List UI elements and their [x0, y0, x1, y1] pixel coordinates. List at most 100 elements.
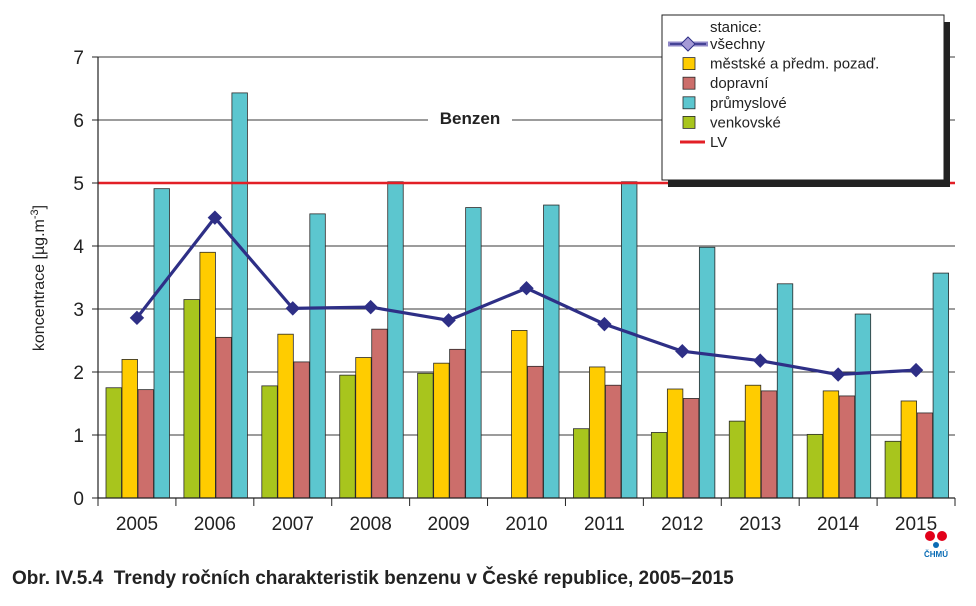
bar-pr-myslov-	[231, 92, 248, 499]
line-point	[207, 210, 223, 225]
line-point	[830, 367, 846, 382]
bar-venkovsk-	[105, 387, 122, 499]
bar-pr-myslov-	[932, 272, 949, 499]
axes	[92, 56, 956, 506]
bars	[105, 92, 949, 499]
bar-dopravn-	[137, 389, 154, 499]
y-tick-label: 0	[73, 489, 84, 510]
bar-venkovsk-	[884, 440, 901, 499]
bar-venkovsk-	[573, 428, 590, 499]
bar-dopravn-	[293, 361, 310, 499]
bar-venkovsk-	[806, 433, 824, 499]
legend-swatch	[682, 57, 696, 70]
bar-dopravn-	[449, 348, 466, 499]
bar-venkovsk-	[650, 432, 668, 499]
bar-dopravn-	[838, 395, 856, 499]
legend-label: venkovské	[710, 114, 781, 131]
line-point	[363, 299, 378, 315]
y-tick-label: 6	[73, 111, 84, 132]
bar-m-stsk-a-p-edm-poza-	[199, 251, 216, 499]
x-tick-label: 2010	[505, 514, 547, 535]
bar-m-stsk-a-p-edm-poza-	[900, 400, 917, 499]
bar-m-stsk-a-p-edm-poza-	[121, 358, 138, 499]
chart-title: Benzen	[440, 109, 500, 128]
legend-swatch	[682, 76, 696, 90]
bar-m-stsk-a-p-edm-poza-	[355, 357, 372, 499]
bar-pr-myslov-	[543, 204, 560, 499]
benzene-trend-chart: 0 1 2 3 4 5 6 7 2005 2006 2007 2008 2009 2010 2011 2012…	[29, 14, 956, 559]
x-tick-label: 2006	[194, 514, 236, 535]
bar-venkovsk-	[728, 420, 746, 499]
bar-m-stsk-a-p-edm-poza-	[666, 388, 684, 499]
legend-box	[661, 14, 945, 181]
legend-swatch	[682, 116, 696, 129]
logo-dot-blue	[933, 542, 939, 548]
bar-m-stsk-a-p-edm-poza-	[433, 362, 450, 499]
bar-pr-myslov-	[153, 188, 170, 499]
legend-label: všechny	[710, 36, 766, 53]
x-tick-label: 2009	[427, 514, 469, 535]
x-tick-label: 2008	[350, 514, 392, 535]
y-tick-label: 1	[73, 426, 84, 447]
y-tick-label: 4	[73, 237, 84, 258]
x-tick-label: 2015	[895, 514, 937, 535]
legend: stanice: všechny městské a předm. pozaď. d…	[661, 14, 950, 187]
chart-title-background	[428, 106, 512, 130]
bar-pr-myslov-	[309, 213, 326, 499]
bar-m-stsk-a-p-edm-poza-	[744, 384, 762, 499]
y-tick-label: 3	[73, 300, 84, 321]
bar-pr-myslov-	[698, 246, 716, 499]
line-point	[285, 301, 300, 316]
bar-dopravn-	[215, 336, 232, 499]
bar-m-stsk-a-p-edm-poza-	[589, 366, 606, 499]
bar-m-stsk-a-p-edm-poza-	[822, 390, 840, 499]
caption-text: Trendy ročních charakteristik benzenu v …	[113, 568, 734, 589]
bar-m-stsk-a-p-edm-poza-	[277, 333, 294, 499]
y-axis-label-tail: ]	[31, 205, 48, 209]
bar-venkovsk-	[261, 385, 278, 499]
y-axis-label-sup: -3	[29, 209, 41, 219]
y-axis-label-main: koncentrace [µg.m	[31, 219, 48, 351]
y-axis-label: koncentrace [µg.m-3]	[29, 205, 48, 351]
y-tick-label: 7	[73, 48, 84, 69]
bar-venkovsk-	[183, 299, 200, 499]
line-point	[908, 362, 924, 378]
bar-pr-myslov-	[465, 207, 482, 499]
bar-pr-myslov-	[621, 181, 638, 499]
logo-dot-right	[937, 531, 947, 541]
bar-venkovsk-	[339, 374, 356, 499]
legend-label: městské a předm. pozaď.	[710, 56, 879, 73]
legend-swatch	[682, 96, 696, 110]
bar-dopravn-	[527, 365, 544, 499]
line-point	[597, 316, 612, 332]
bar-dopravn-	[760, 390, 778, 499]
line-point	[753, 353, 768, 368]
legend-label: dopravní	[710, 75, 769, 92]
caption-label: Obr. IV.5.4	[12, 568, 104, 589]
x-tick-label: 2013	[739, 514, 781, 535]
line-point	[441, 313, 456, 328]
legend-label: průmyslové	[710, 95, 787, 112]
x-tick-label: 2012	[661, 514, 703, 535]
line-point	[519, 281, 534, 296]
figure-caption: Obr. IV.5.4 Trendy ročních charakteristi…	[12, 568, 734, 590]
y-tick-label: 2	[73, 363, 84, 384]
x-tick-label: 2011	[584, 514, 625, 535]
chmu-logo: ČHMÚ	[924, 531, 948, 559]
bar-dopravn-	[605, 384, 622, 499]
line-series	[129, 210, 924, 382]
bar-m-stsk-a-p-edm-poza-	[511, 330, 528, 499]
x-tick-label: 2007	[272, 514, 314, 535]
bar-dopravn-	[371, 328, 388, 499]
logo-text: ČHMÚ	[924, 550, 948, 559]
x-tick-label: 2005	[116, 514, 158, 535]
bar-pr-myslov-	[854, 313, 872, 499]
legend-swatch-diamond	[680, 36, 696, 52]
x-tick-label: 2014	[817, 514, 860, 535]
chart-title-group: Benzen	[428, 106, 512, 130]
legend-items: všechny městské a předm. pozaď. dopravní pr…	[668, 36, 879, 151]
bar-pr-myslov-	[387, 181, 404, 499]
legend-label: LV	[710, 134, 727, 151]
logo-dot-left	[925, 531, 935, 541]
bar-dopravn-	[916, 412, 933, 499]
